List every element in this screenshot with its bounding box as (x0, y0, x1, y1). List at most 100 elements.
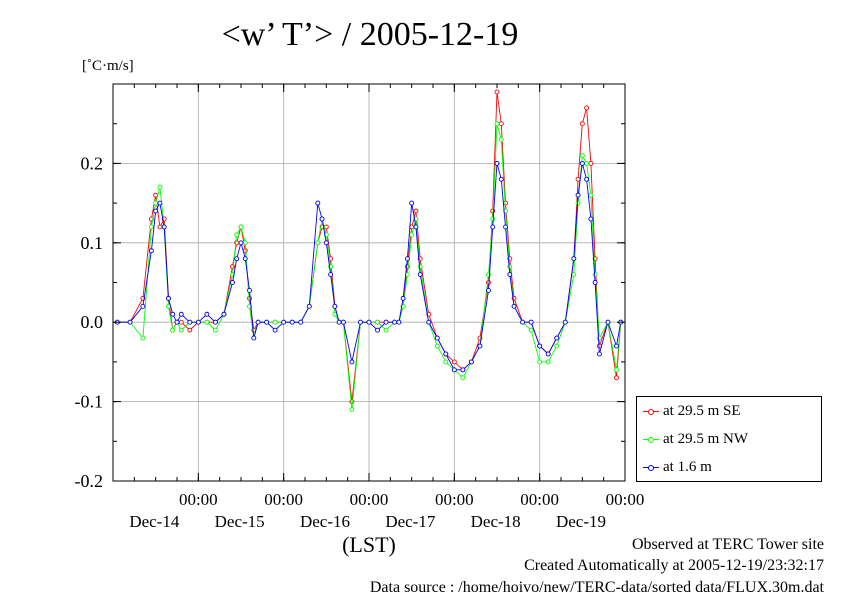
data-point (503, 224, 508, 230)
data-point (498, 121, 504, 127)
x-tick-date-label: Dec-17 (385, 512, 436, 531)
data-point (375, 327, 380, 333)
data-point (584, 160, 590, 166)
data-point (520, 319, 526, 325)
data-point (328, 272, 334, 278)
x-axis-label: (LST) (342, 532, 396, 557)
legend-item-1-6m: at 1.6 m (643, 458, 712, 476)
data-point (486, 287, 491, 293)
data-point (528, 327, 534, 333)
data-point (614, 375, 619, 381)
legend-label: at 29.5 m NW (663, 431, 748, 447)
x-tick-date-label: Dec-19 (556, 512, 606, 531)
data-point (494, 160, 500, 166)
data-point (537, 343, 543, 349)
data-point (170, 327, 176, 333)
chart-title: <w’ T’> / 2005-12-19 (222, 16, 519, 53)
legend-item-nw: at 29.5 m NW (643, 430, 748, 448)
data-point (434, 335, 440, 341)
data-point (443, 359, 449, 365)
data-point (605, 319, 611, 325)
data-point (579, 160, 585, 166)
legend-label: at 1.6 m (663, 459, 712, 475)
data-point (460, 375, 466, 381)
data-point (426, 319, 432, 325)
x-tick-date-label: Dec-14 (129, 512, 180, 531)
data-point (477, 343, 483, 349)
legend-swatch-red (643, 407, 659, 417)
data-point (383, 319, 389, 325)
data-point (340, 319, 346, 325)
data-point (468, 359, 474, 365)
data-point (400, 295, 406, 301)
data-point (247, 295, 252, 301)
data-point (272, 319, 278, 325)
data-point (434, 343, 440, 349)
data-point (178, 327, 184, 333)
data-point (157, 200, 163, 206)
data-point (575, 192, 581, 198)
data-point (562, 319, 568, 325)
series-layer (114, 89, 624, 412)
data-point (460, 367, 466, 373)
data-point (166, 295, 171, 301)
y-unit-label: [˚C·m/s] (82, 58, 134, 74)
data-point (511, 303, 517, 309)
data-point (153, 200, 159, 206)
y-tick-label: -0.2 (75, 471, 104, 491)
data-point (161, 224, 167, 230)
data-point (174, 319, 180, 325)
data-point (392, 319, 398, 325)
x-tick-date-label: Dec-15 (215, 512, 265, 531)
data-point (255, 319, 261, 325)
data-point (375, 319, 380, 325)
footer-observed: Observed at TERC Tower site (631, 536, 824, 553)
data-point (404, 256, 410, 262)
legend-label: at 29.5 m SE (663, 403, 741, 419)
data-point (498, 176, 504, 182)
data-point (383, 327, 389, 333)
data-point (238, 240, 244, 246)
data-point (507, 272, 513, 278)
x-axis: 00:00Dec-1400:00Dec-1500:00Dec-1600:00De… (112, 84, 644, 531)
y-tick-label: 0.1 (81, 233, 104, 253)
legend: at 29.5 m SE at 29.5 m NW at 1.6 m (636, 396, 822, 482)
data-point (212, 327, 218, 333)
data-point (230, 280, 235, 285)
data-point (545, 359, 551, 365)
data-point (413, 224, 419, 230)
data-point (417, 272, 423, 278)
data-point (592, 272, 598, 278)
data-point (127, 319, 133, 325)
data-point (451, 367, 457, 373)
data-point (537, 359, 543, 365)
data-point (204, 319, 210, 325)
data-point (409, 200, 415, 206)
data-point (571, 256, 577, 262)
data-point (498, 137, 504, 143)
data-point (238, 224, 244, 230)
data-point (614, 367, 619, 373)
data-point (575, 176, 581, 182)
data-point (306, 303, 312, 309)
data-point (396, 319, 402, 325)
data-point (588, 192, 594, 198)
data-point (315, 200, 321, 206)
data-point (221, 311, 227, 317)
data-point (336, 319, 342, 325)
data-point (349, 399, 355, 405)
data-point (323, 240, 329, 246)
series-3 (114, 160, 624, 373)
data-point (614, 343, 619, 349)
data-point (545, 351, 551, 357)
data-point (264, 319, 270, 325)
data-point (212, 319, 218, 325)
data-point (140, 303, 146, 309)
y-tick-label: 0.0 (81, 312, 104, 332)
data-point (349, 359, 355, 365)
y-tick-label: 0.2 (81, 153, 104, 173)
data-point (584, 105, 590, 111)
data-point (242, 240, 248, 246)
y-tick-label: -0.1 (75, 392, 104, 412)
data-point (579, 121, 585, 127)
